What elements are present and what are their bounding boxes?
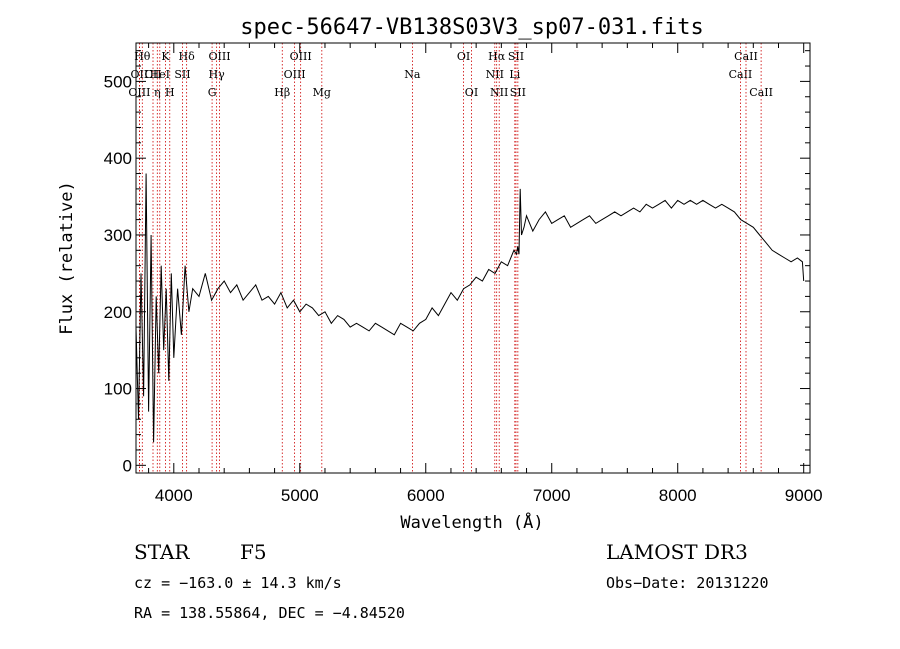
marker-label-27: CaII — [734, 50, 758, 63]
marker-label-21: NII — [490, 86, 508, 99]
x-tick-label-8000: 8000 — [659, 486, 697, 505]
marker-label-9: Hδ — [179, 50, 196, 63]
y-tick-label-500: 500 — [104, 72, 132, 91]
x-tick-label-5000: 5000 — [281, 486, 319, 505]
observation-date: Obs−Date: 20131220 — [606, 574, 769, 592]
marker-label-4: HeI — [150, 68, 170, 81]
x-tick-label-6000: 6000 — [407, 486, 445, 505]
marker-label-11: G — [208, 86, 217, 99]
marker-label-23: SII — [508, 50, 524, 63]
marker-label-26: CaII — [729, 68, 753, 81]
marker-label-28: CaII — [749, 86, 773, 99]
x-tick-label-7000: 7000 — [533, 486, 571, 505]
spectrum-chart: spec-56647-VB138S03V3_sp07-031.fits Hθ OI… — [57, 15, 823, 533]
marker-label-16: Mg — [313, 86, 331, 99]
x-tick-label-4000: 4000 — [155, 486, 193, 505]
marker-label-24: Li — [509, 68, 520, 81]
y-tick-label-100: 100 — [104, 380, 132, 399]
marker-label-25: SII — [510, 86, 526, 99]
spectrum-series — [135, 173, 805, 443]
marker-label-7: H — [165, 86, 175, 99]
chart-title: spec-56647-VB138S03V3_sp07-031.fits — [240, 15, 704, 40]
redshift-cz: cz = −163.0 ± 14.3 km/s — [134, 574, 342, 592]
spectrum-line — [135, 173, 805, 443]
marker-label-17: Na — [404, 68, 421, 81]
y-tick-label-300: 300 — [104, 226, 132, 245]
x-tick-label-9000: 9000 — [785, 486, 823, 505]
y-tick-label-400: 400 — [104, 149, 132, 168]
marker-label-12: OIII — [208, 50, 230, 63]
marker-label-20: NII — [486, 68, 504, 81]
marker-label-2: OIII — [128, 86, 150, 99]
plot-frame — [135, 42, 811, 474]
object-subclass: F5 — [240, 540, 267, 564]
marker-label-6: K — [161, 50, 170, 63]
y-tick-label-0: 0 — [123, 456, 132, 475]
marker-label-22: Hα — [488, 50, 506, 63]
marker-label-19: OI — [465, 86, 478, 99]
y-axis: 0 100 200 300 400 500 — [104, 50, 810, 475]
marker-label-18: OI — [457, 50, 470, 63]
x-axis-label: Wavelength (Å) — [400, 511, 543, 533]
survey-name: LAMOST DR3 — [606, 540, 748, 564]
marker-label-10: Hγ — [209, 68, 226, 81]
marker-label-14: OIII — [284, 68, 306, 81]
line-markers: HθOIIOIIICIIHeIηKHSIIHδHγGOIIIHβOIIIOIII… — [128, 43, 773, 473]
y-axis-label: Flux (relative) — [57, 181, 77, 335]
y-tick-label-200: 200 — [104, 303, 132, 322]
object-class: STAR — [134, 540, 190, 564]
marker-label-15: OIII — [290, 50, 312, 63]
x-axis: 4000 5000 6000 7000 8000 9000 — [148, 43, 823, 505]
coordinates: RA = 138.55864, DEC = −4.84520 — [134, 604, 405, 622]
marker-label-5: η — [154, 86, 161, 99]
marker-label-0: Hθ — [134, 50, 151, 63]
marker-label-13: Hβ — [274, 86, 290, 99]
marker-label-8: SII — [174, 68, 190, 81]
